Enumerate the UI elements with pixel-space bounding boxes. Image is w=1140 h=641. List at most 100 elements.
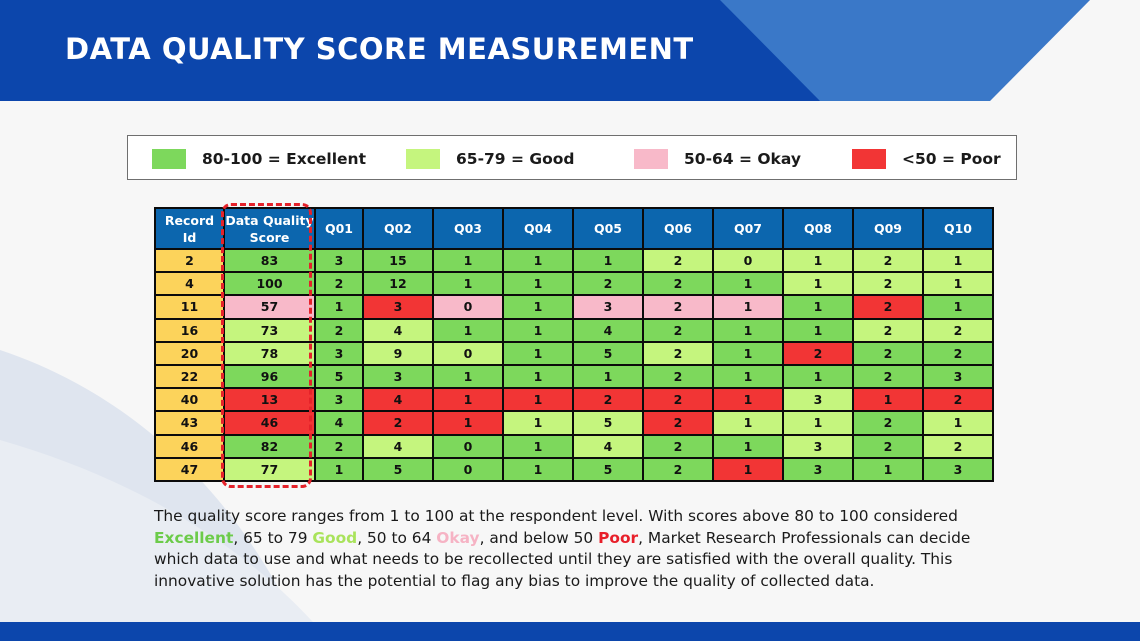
description-text-4: , and below 50 bbox=[479, 528, 599, 547]
question-cell: 1 bbox=[502, 387, 574, 413]
question-cell: 1 bbox=[782, 317, 854, 343]
record-id-cell: 20 bbox=[154, 340, 225, 366]
question-cell: 1 bbox=[314, 456, 364, 482]
question-cell: 1 bbox=[712, 410, 784, 436]
question-cell: 3 bbox=[922, 363, 994, 390]
question-cell: 2 bbox=[782, 340, 854, 366]
question-cell: 2 bbox=[642, 363, 714, 390]
question-cell: 1 bbox=[502, 317, 574, 343]
record-id-cell: 46 bbox=[154, 433, 225, 459]
question-cell: 3 bbox=[362, 363, 434, 390]
page-title: DATA QUALITY SCORE MEASUREMENT bbox=[65, 32, 694, 66]
legend-swatch-good bbox=[406, 148, 440, 169]
question-cell: 1 bbox=[432, 247, 504, 274]
record-id-cell: 16 bbox=[154, 317, 225, 343]
keyword-okay: Okay bbox=[436, 528, 480, 547]
question-cell: 2 bbox=[852, 410, 924, 436]
header-q07: Q07 bbox=[712, 207, 784, 250]
question-cell: 1 bbox=[782, 247, 854, 274]
question-cell: 3 bbox=[314, 387, 364, 413]
score-cell: 57 bbox=[223, 294, 316, 320]
question-cell: 5 bbox=[572, 456, 644, 482]
question-cell: 2 bbox=[852, 340, 924, 366]
question-cell: 9 bbox=[362, 340, 434, 366]
description-paragraph: The quality score ranges from 1 to 100 a… bbox=[154, 506, 994, 592]
question-cell: 2 bbox=[922, 433, 994, 459]
question-cell: 3 bbox=[314, 340, 364, 366]
question-cell: 2 bbox=[572, 387, 644, 413]
question-cell: 3 bbox=[782, 456, 854, 482]
question-cell: 2 bbox=[642, 456, 714, 482]
header-q10: Q10 bbox=[922, 207, 994, 250]
question-cell: 3 bbox=[572, 294, 644, 320]
question-cell: 2 bbox=[642, 247, 714, 274]
score-cell: 46 bbox=[223, 410, 316, 436]
footer-bar bbox=[0, 622, 1140, 641]
legend-label-poor: <50 = Poor bbox=[902, 149, 1001, 168]
score-cell: 100 bbox=[223, 271, 316, 297]
question-cell: 1 bbox=[712, 433, 784, 459]
question-cell: 1 bbox=[502, 363, 574, 390]
legend-swatch-poor bbox=[852, 148, 886, 169]
question-cell: 1 bbox=[712, 271, 784, 297]
question-cell: 2 bbox=[852, 294, 924, 320]
question-cell: 1 bbox=[572, 247, 644, 274]
question-cell: 1 bbox=[432, 387, 504, 413]
table-row: 11 57 1 3 0 1 3 2 1 1 2 1 bbox=[154, 294, 994, 320]
description-text-2: , 65 to 79 bbox=[233, 528, 313, 547]
table-header-row: Record Id Data Quality Score Q01 Q02 Q03 Q04 Q… bbox=[154, 207, 994, 250]
legend-label-excellent: 80-100 = Excellent bbox=[202, 149, 367, 168]
question-cell: 2 bbox=[852, 271, 924, 297]
question-cell: 1 bbox=[432, 271, 504, 297]
question-cell: 2 bbox=[922, 340, 994, 366]
question-cell: 3 bbox=[314, 247, 364, 274]
keyword-excellent: Excellent bbox=[154, 528, 234, 547]
question-cell: 2 bbox=[922, 387, 994, 413]
question-cell: 2 bbox=[852, 363, 924, 390]
description-text-5: , Market Research Professionals can deci… bbox=[154, 528, 971, 590]
question-cell: 1 bbox=[572, 363, 644, 390]
question-cell: 1 bbox=[432, 410, 504, 436]
legend-swatch-excellent bbox=[152, 148, 186, 169]
header-accent-shape bbox=[720, 0, 1140, 101]
table-row: 4 100 2 12 1 1 2 2 1 1 2 1 bbox=[154, 271, 994, 297]
description-text-3: , 50 to 64 bbox=[357, 528, 437, 547]
question-cell: 2 bbox=[642, 317, 714, 343]
legend-item-excellent: 80-100 = Excellent bbox=[152, 136, 366, 181]
question-cell: 2 bbox=[642, 387, 714, 413]
keyword-poor: Poor bbox=[598, 528, 639, 547]
question-cell: 2 bbox=[572, 271, 644, 297]
question-cell: 1 bbox=[712, 363, 784, 390]
question-cell: 1 bbox=[502, 294, 574, 320]
header-q05: Q05 bbox=[572, 207, 644, 250]
question-cell: 2 bbox=[314, 433, 364, 459]
question-cell: 1 bbox=[432, 363, 504, 390]
question-cell: 2 bbox=[922, 317, 994, 343]
question-cell: 4 bbox=[572, 433, 644, 459]
question-cell: 2 bbox=[642, 294, 714, 320]
question-cell: 5 bbox=[314, 363, 364, 390]
question-cell: 3 bbox=[362, 294, 434, 320]
question-cell: 1 bbox=[502, 247, 574, 274]
background-wave-decoration bbox=[0, 350, 320, 630]
record-id-cell: 2 bbox=[154, 247, 225, 274]
question-cell: 0 bbox=[432, 433, 504, 459]
question-cell: 4 bbox=[572, 317, 644, 343]
keyword-good: Good bbox=[312, 528, 358, 547]
question-cell: 1 bbox=[712, 456, 784, 482]
question-cell: 2 bbox=[362, 410, 434, 436]
legend-item-okay: 50-64 = Okay bbox=[634, 136, 801, 181]
question-cell: 1 bbox=[432, 317, 504, 343]
record-id-cell: 4 bbox=[154, 271, 225, 297]
question-cell: 2 bbox=[852, 317, 924, 343]
header-q09: Q09 bbox=[852, 207, 924, 250]
header-record-id: Record Id bbox=[154, 207, 225, 250]
header-q01: Q01 bbox=[314, 207, 364, 250]
question-cell: 1 bbox=[852, 387, 924, 413]
table-row: 43 46 4 2 1 1 5 2 1 1 2 1 bbox=[154, 410, 994, 436]
question-cell: 3 bbox=[922, 456, 994, 482]
question-cell: 1 bbox=[852, 456, 924, 482]
question-cell: 2 bbox=[642, 410, 714, 436]
score-cell: 82 bbox=[223, 433, 316, 459]
question-cell: 1 bbox=[922, 410, 994, 436]
